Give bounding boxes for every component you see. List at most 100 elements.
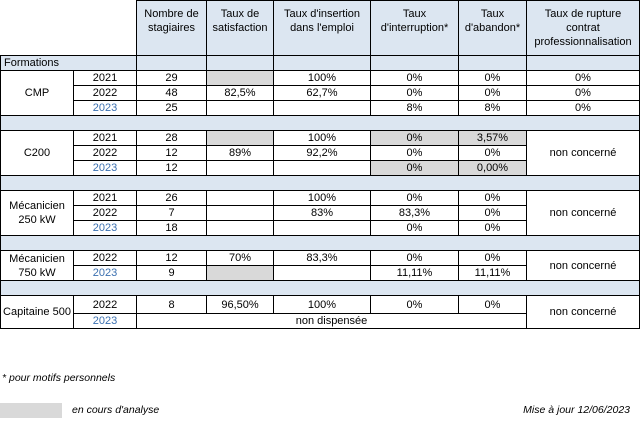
separator-row [0,115,640,131]
abandon-cell: 11,11% [458,265,527,281]
interruption-cell: 0% [370,85,459,101]
header-satisfaction: Taux de satisfaction [206,0,274,56]
table-row: CMP 2021 29 100% 0% 0% 0% [0,70,640,116]
not-offered-cell: non dispensée [136,313,527,329]
insertion-cell: 100% [273,190,371,206]
satisfaction-cell [206,220,274,236]
formation-name-mec750: Mécanicien 750 kW [0,250,74,281]
count-cell: 12 [136,145,207,161]
interruption-cell: 0% [370,250,459,266]
count-cell: 12 [136,250,207,266]
insertion-cell [273,220,371,236]
header-blank [0,0,137,56]
table-row: C200 2021 28 100% 0% 3,57% non concerné [0,130,640,176]
year-cell: 2022 [73,250,137,266]
formation-name-cap500: Capitaine 500 [0,295,74,329]
year-cell: 2021 [73,190,137,206]
year-cell: 2021 [73,70,137,86]
abandon-cell: 0,00% [458,160,527,176]
abandon-cell: 8% [458,100,527,116]
satisfaction-cell [206,70,274,86]
count-cell: 9 [136,265,207,281]
abandon-cell: 0% [458,190,527,206]
abandon-cell: 0% [458,250,527,266]
table-row: 2023 non dispensée [1,313,640,329]
insertion-cell: 100% [273,295,371,314]
rupture-c200: non concerné [526,130,640,176]
satisfaction-cell: 82,5% [206,85,274,101]
year-cell: 2022 [73,145,137,161]
abandon-cell: 0% [458,70,527,86]
satisfaction-cell: 96,50% [206,295,274,314]
count-cell: 26 [136,190,207,206]
year-cell: 2023 [73,160,137,176]
results-table: Nombre de stagiaires Taux de satisfactio… [0,0,640,329]
year-cell: 2023 [73,100,137,116]
satisfaction-cell [206,160,274,176]
table-row: 2022 12 89% 92,2% 0% 0% [1,145,640,161]
table-row: 2023 18 0% 0% [1,220,640,236]
year-cell: 2022 [73,85,137,101]
interruption-cell: 83,3% [370,205,459,221]
year-cell: 2022 [73,205,137,221]
separator-row [0,280,640,296]
year-cell: 2023 [73,313,137,329]
formations-row: Formations [0,55,640,71]
satisfaction-cell [206,130,274,146]
table-row: 2022 48 82,5% 62,7% 0% 0% 0% [1,85,640,101]
count-cell: 25 [136,100,207,116]
formation-name-cmp: CMP [0,70,74,116]
year-cell: 2021 [73,130,137,146]
header-nombre: Nombre de stagiaires [136,0,207,56]
insertion-cell [273,265,371,281]
interruption-cell: 8% [370,100,459,116]
satisfaction-cell [206,205,274,221]
update-date: Mise à jour 12/06/2023 [523,404,630,416]
insertion-cell [273,160,371,176]
abandon-cell: 0% [458,145,527,161]
rupture-cell: 0% [526,70,640,86]
insertion-cell: 100% [273,70,371,86]
legend-text: en cours d'analyse [72,404,160,416]
count-cell: 29 [136,70,207,86]
table-row: Mécanicien 750 kW 2022 12 70% 83,3% 0% 0… [0,250,640,281]
rupture-mec250: non concerné [526,190,640,236]
rupture-cell: 0% [526,100,640,116]
insertion-cell: 83% [273,205,371,221]
insertion-cell: 92,2% [273,145,371,161]
interruption-cell: 0% [370,70,459,86]
abandon-cell: 3,57% [458,130,527,146]
header-abandon: Taux d'abandon* [458,0,527,56]
rupture-cell: 0% [526,85,640,101]
interruption-cell: 0% [370,220,459,236]
header-insertion: Taux d'insertion dans l'emploi [273,0,371,56]
formation-name-c200: C200 [0,130,74,176]
legend-swatch [0,403,62,418]
interruption-cell: 0% [370,145,459,161]
satisfaction-cell [206,190,274,206]
rupture-cap500: non concerné [526,295,640,329]
table-row: 2023 25 8% 8% 0% [1,100,640,116]
insertion-cell: 62,7% [273,85,371,101]
satisfaction-cell: 70% [206,250,274,266]
abandon-cell: 0% [458,85,527,101]
header-rupture: Taux de rupture contrat professionnalisa… [526,0,640,56]
header-interruption: Taux d'interruption* [370,0,459,56]
insertion-cell: 100% [273,130,371,146]
count-cell: 12 [136,160,207,176]
formations-label: Formations [0,55,137,71]
insertion-cell: 83,3% [273,250,371,266]
interruption-cell: 0% [370,130,459,146]
satisfaction-cell [206,265,274,281]
formation-name-mec250: Mécanicien 250 kW [0,190,74,236]
count-cell: 48 [136,85,207,101]
year-cell: 2022 [73,295,137,314]
insertion-cell [273,100,371,116]
abandon-cell: 0% [458,295,527,314]
year-cell: 2023 [73,220,137,236]
count-cell: 18 [136,220,207,236]
satisfaction-cell [206,100,274,116]
footnote: * pour motifs personnels [2,372,116,384]
interruption-cell: 0% [370,160,459,176]
interruption-cell: 0% [370,295,459,314]
